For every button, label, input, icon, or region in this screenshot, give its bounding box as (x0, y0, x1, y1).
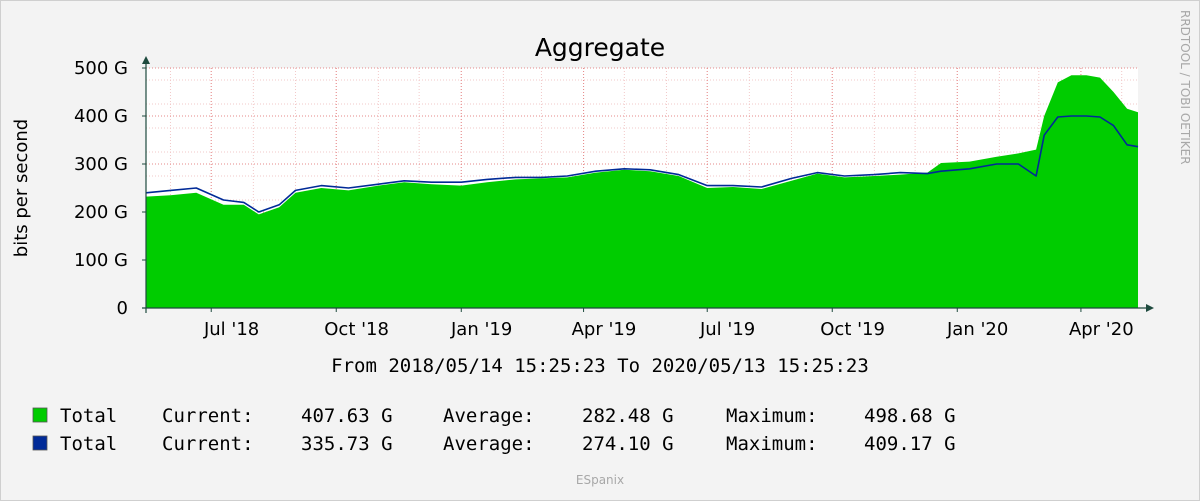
x-tick-label: Oct '19 (820, 319, 885, 340)
x-tick-label: Jul '19 (699, 319, 755, 340)
x-tick-label: Apr '20 (1069, 319, 1134, 340)
x-tick-label: Apr '19 (572, 319, 637, 340)
x-tick-label: Jan '19 (450, 319, 512, 340)
axes (142, 56, 1154, 313)
y-axis-label: bits per second (11, 119, 32, 257)
tick-labels: 0 100 G 200 G 300 G 400 G 500 G Jul '18 Oct '18… (74, 58, 1134, 340)
legend-maximum-value: 409.17 G (864, 433, 956, 455)
chart-title: Aggregate (535, 33, 665, 62)
y-tick-label: 100 G (74, 250, 128, 271)
legend-current-value: 335.73 G (301, 433, 393, 455)
x-axis-arrow (1146, 304, 1154, 312)
series-1-area (146, 75, 1138, 308)
legend-current-label: Current: (162, 405, 254, 427)
x-tick-label: Jul '18 (203, 319, 259, 340)
legend-label: Total (60, 433, 117, 455)
series-layer (145, 75, 1139, 308)
legend-average-label: Average: (443, 405, 535, 427)
legend-row: Total Current: 407.63 G Average: 282.48 G Max… (32, 405, 956, 427)
legend-maximum-value: 498.68 G (864, 405, 956, 427)
footer-label: ESpanix (576, 473, 624, 487)
y-tick-label: 400 G (74, 106, 128, 127)
legend-current-label: Current: (162, 433, 254, 455)
legend-maximum-label: Maximum: (726, 433, 818, 455)
x-tick-label: Oct '18 (324, 319, 389, 340)
legend-label: Total (60, 405, 117, 427)
legend-average-label: Average: (443, 433, 535, 455)
y-axis-arrow (142, 56, 150, 64)
time-range-label: From 2018/05/14 15:25:23 To 2020/05/13 1… (331, 355, 869, 377)
legend-current-value: 407.63 G (301, 405, 393, 427)
y-tick-label: 500 G (74, 58, 128, 79)
series-2-line (145, 115, 1139, 213)
legend-average-value: 274.10 G (582, 433, 674, 455)
legend-row: Total Current: 335.73 G Average: 274.10 G Max… (32, 433, 956, 455)
y-tick-label: 300 G (74, 154, 128, 175)
rrdtool-credit: RRDTOOL / TOBI OETIKER (1178, 10, 1192, 165)
legend: Total Current: 407.63 G Average: 282.48 G Max… (32, 405, 956, 455)
y-tick-label: 0 (117, 298, 128, 319)
legend-maximum-label: Maximum: (726, 405, 818, 427)
legend-swatch (32, 435, 48, 451)
legend-average-value: 282.48 G (582, 405, 674, 427)
x-tick-label: Jan '20 (946, 319, 1008, 340)
legend-swatch (32, 407, 48, 423)
y-tick-label: 200 G (74, 202, 128, 223)
